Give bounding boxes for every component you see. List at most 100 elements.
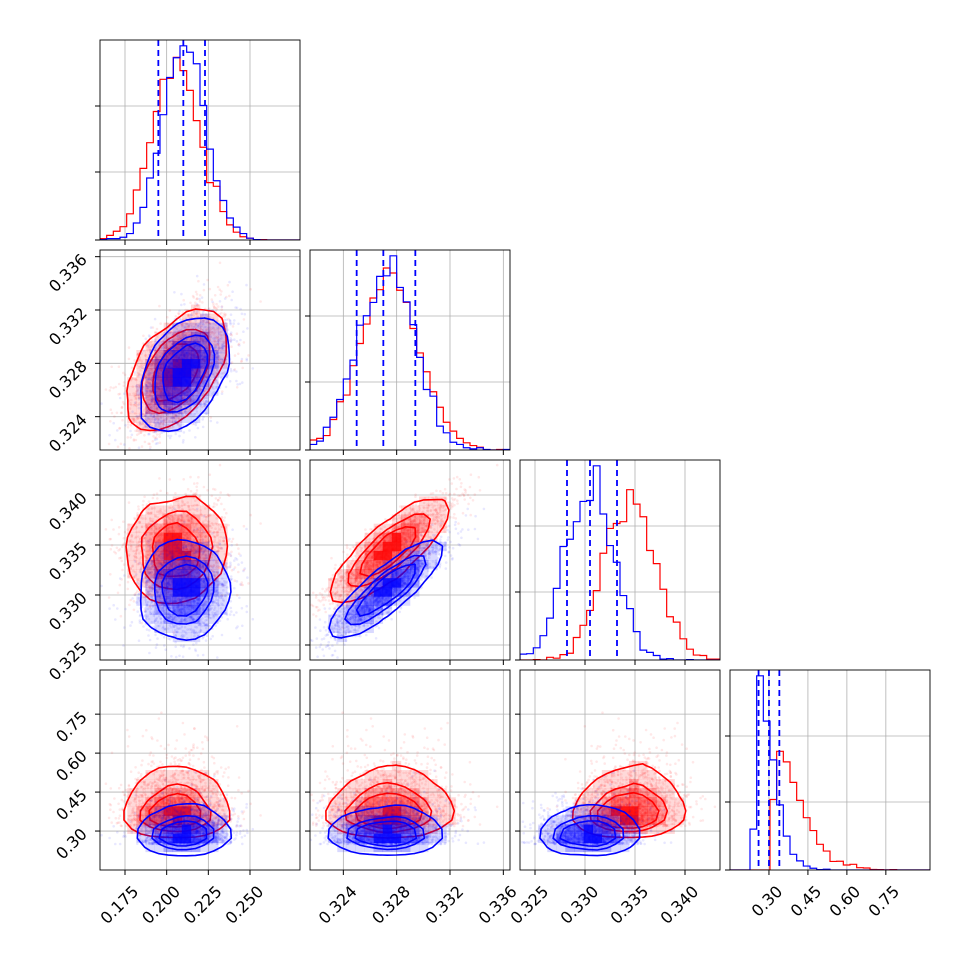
scatter-point bbox=[155, 327, 159, 331]
scatter-point bbox=[200, 379, 204, 383]
scatter-point bbox=[215, 343, 218, 346]
scatter-point bbox=[126, 436, 130, 439]
scatter-point bbox=[168, 331, 171, 335]
density-cell bbox=[154, 340, 164, 351]
scatter-point bbox=[150, 386, 153, 390]
scatter-point bbox=[195, 310, 199, 313]
scatter-point bbox=[185, 322, 189, 325]
scatter-point bbox=[213, 373, 216, 377]
scatter-point bbox=[137, 398, 141, 401]
scatter-point bbox=[132, 417, 136, 421]
scatter-point bbox=[163, 405, 166, 408]
scatter-point bbox=[143, 414, 147, 418]
scatter-point bbox=[229, 321, 232, 325]
scatter-point bbox=[201, 418, 204, 421]
scatter-point bbox=[145, 425, 149, 429]
scatter-point bbox=[150, 343, 153, 347]
scatter-point bbox=[149, 406, 153, 409]
scatter-point bbox=[217, 305, 220, 308]
scatter-point bbox=[136, 371, 140, 375]
scatter-point bbox=[210, 298, 214, 301]
density-cell bbox=[172, 359, 183, 369]
scatter-point bbox=[212, 564, 216, 567]
scatter-point bbox=[135, 556, 139, 560]
scatter-point bbox=[142, 548, 145, 552]
scatter-point bbox=[219, 333, 222, 337]
scatter-point bbox=[197, 386, 200, 389]
scatter-point bbox=[242, 341, 246, 344]
scatter-point bbox=[134, 378, 137, 381]
scatter-point bbox=[168, 352, 172, 356]
density-cell bbox=[200, 386, 210, 396]
scatter-point bbox=[134, 377, 137, 381]
scatter-point bbox=[230, 369, 233, 373]
scatter-point bbox=[119, 442, 123, 446]
scatter-point bbox=[157, 526, 161, 529]
scatter-point bbox=[206, 320, 209, 323]
scatter-point bbox=[160, 392, 163, 395]
scatter-point bbox=[213, 536, 217, 539]
scatter-point bbox=[210, 361, 214, 365]
scatter-point bbox=[249, 513, 252, 517]
scatter-point bbox=[128, 447, 131, 450]
scatter-point bbox=[176, 333, 180, 336]
scatter-point bbox=[129, 401, 132, 405]
scatter-point bbox=[203, 404, 207, 408]
scatter-point bbox=[211, 505, 215, 509]
scatter-point bbox=[157, 418, 161, 421]
scatter-point bbox=[224, 565, 228, 568]
scatter-point bbox=[146, 565, 150, 569]
scatter-point bbox=[201, 330, 205, 334]
scatter-point bbox=[143, 609, 147, 612]
scatter-point bbox=[184, 492, 187, 496]
scatter-point bbox=[207, 321, 211, 325]
density-cell bbox=[145, 386, 155, 396]
scatter-point bbox=[151, 507, 154, 510]
scatter-point bbox=[182, 326, 185, 329]
scatter-point bbox=[149, 413, 153, 416]
scatter-point bbox=[170, 339, 174, 343]
scatter-point bbox=[174, 417, 178, 421]
scatter-point bbox=[192, 329, 195, 332]
scatter-point bbox=[137, 395, 141, 399]
scatter-point bbox=[190, 516, 193, 520]
scatter-point bbox=[126, 425, 130, 429]
scatter-point bbox=[152, 400, 155, 404]
scatter-point bbox=[144, 555, 147, 559]
scatter-point bbox=[197, 323, 201, 326]
density-cell bbox=[190, 322, 201, 333]
scatter-point bbox=[168, 407, 171, 410]
scatter-point bbox=[141, 503, 145, 507]
scatter-point bbox=[162, 346, 165, 349]
scatter-point bbox=[229, 337, 232, 340]
scatter-point bbox=[156, 387, 159, 391]
scatter-point bbox=[154, 417, 157, 421]
density-cell bbox=[154, 377, 164, 387]
scatter-point bbox=[110, 411, 114, 415]
scatter-point bbox=[158, 441, 162, 445]
scatter-point bbox=[191, 409, 194, 413]
scatter-point bbox=[173, 318, 177, 321]
scatter-point bbox=[136, 416, 140, 419]
scatter-point bbox=[195, 312, 198, 316]
density-cell bbox=[172, 322, 183, 333]
density-cell bbox=[145, 395, 155, 405]
scatter-point bbox=[216, 523, 219, 526]
scatter-point bbox=[172, 416, 176, 420]
scatter-point bbox=[177, 422, 180, 426]
scatter-point bbox=[237, 552, 241, 555]
scatter-point bbox=[218, 523, 221, 526]
scatter-point bbox=[183, 410, 187, 413]
scatter-point bbox=[197, 387, 200, 391]
scatter-point bbox=[150, 363, 153, 366]
scatter-point bbox=[218, 360, 221, 364]
scatter-point bbox=[211, 381, 215, 385]
scatter-point bbox=[155, 411, 159, 415]
scatter-point bbox=[209, 384, 212, 387]
scatter-point bbox=[151, 374, 155, 378]
scatter-point bbox=[185, 412, 188, 416]
scatter-point bbox=[171, 343, 175, 346]
scatter-point bbox=[136, 512, 139, 515]
scatter-point bbox=[213, 337, 217, 340]
scatter-point bbox=[202, 288, 206, 292]
